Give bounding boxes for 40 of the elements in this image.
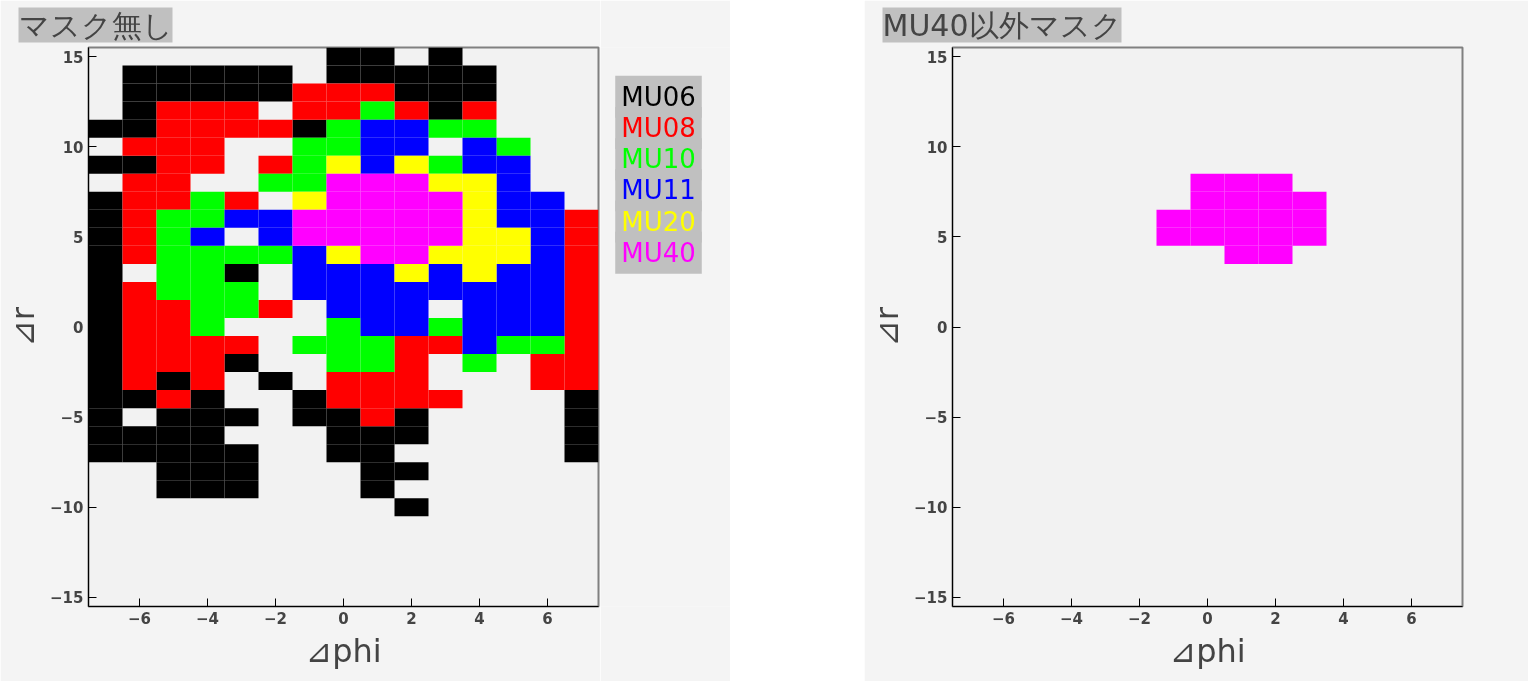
x-tick-label: 0 bbox=[1202, 609, 1213, 628]
x-tick-label: 2 bbox=[1270, 609, 1281, 628]
x-tick-label: −2 bbox=[264, 609, 288, 628]
x-tick-label: 6 bbox=[1406, 609, 1417, 628]
x-tick-label: −6 bbox=[128, 609, 152, 628]
y-tick-label: 5 bbox=[73, 228, 84, 247]
x-tick-label: 2 bbox=[406, 609, 417, 628]
y-tick-label: 0 bbox=[73, 319, 84, 337]
text: MU06 bbox=[621, 81, 696, 112]
y-tick-label: 10 bbox=[926, 138, 948, 157]
y-tick-label: 15 bbox=[926, 48, 948, 67]
y-tick-label: 10 bbox=[62, 138, 84, 157]
y-tick-label: 15 bbox=[62, 48, 84, 67]
y-tick-label: −10 bbox=[50, 499, 84, 518]
y-tick-label: 5 bbox=[937, 228, 948, 247]
x-tick-label: −6 bbox=[992, 609, 1016, 628]
y-tick-label: −5 bbox=[60, 409, 84, 428]
x-tick-label: −2 bbox=[1128, 609, 1152, 628]
text: MU40 bbox=[621, 237, 696, 268]
y-tick-label: −15 bbox=[914, 589, 948, 608]
y-axis-title: ⊿r bbox=[868, 306, 907, 347]
x-axis-title: ⊿phi bbox=[1169, 631, 1246, 670]
text: MU20 bbox=[621, 206, 696, 237]
y-tick-label: 0 bbox=[937, 319, 948, 337]
text: MU10 bbox=[621, 144, 696, 175]
x-axis-title: ⊿phi bbox=[305, 631, 382, 670]
text: MU11 bbox=[621, 175, 696, 206]
y-tick-label: −10 bbox=[914, 499, 948, 518]
x-tick-label: 0 bbox=[338, 609, 349, 628]
x-tick-label: 4 bbox=[1338, 609, 1349, 628]
x-tick-label: −4 bbox=[196, 609, 220, 628]
y-axis-title: ⊿r bbox=[4, 306, 43, 347]
text: MU08 bbox=[621, 112, 696, 143]
y-tick-label: −5 bbox=[924, 409, 948, 428]
x-tick-label: −4 bbox=[1060, 609, 1084, 628]
y-tick-label: −15 bbox=[50, 589, 84, 608]
chart-title: マスク無し bbox=[18, 7, 173, 43]
x-tick-label: 4 bbox=[474, 609, 485, 628]
x-tick-label: 6 bbox=[542, 609, 553, 628]
chart-title: MU40以外マスク bbox=[882, 7, 1122, 43]
